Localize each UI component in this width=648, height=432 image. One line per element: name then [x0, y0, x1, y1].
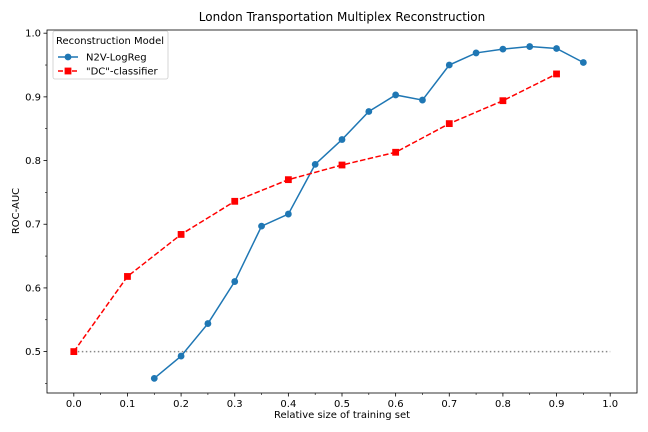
series-point-1	[553, 70, 560, 78]
x-tick-label: 0.7	[441, 399, 457, 410]
legend-title: Reconstruction Model	[56, 36, 164, 47]
series-point-0	[365, 108, 373, 115]
series-line-1	[73, 73, 557, 353]
x-tick-label: 0.4	[280, 399, 296, 410]
y-tick-label: 1.0	[25, 29, 41, 40]
x-tick-label: 0.6	[388, 399, 404, 410]
y-axis-label: ROC-AUC	[11, 188, 22, 234]
y-tick-label: 0.5	[25, 347, 41, 358]
x-tick-label: 0.2	[173, 399, 189, 410]
x-tick-label: 0.3	[227, 399, 243, 410]
y-tick-label: 0.6	[25, 283, 41, 294]
series-point-0	[553, 45, 560, 52]
series-point-0	[258, 222, 265, 230]
axes-frame	[46, 29, 638, 394]
plot-area: 0.0 0.1 0.2 0.3 0.4 0.5 0.6 0.7 0.8 0.9 1.0 0.5 0.6 0…	[25, 29, 638, 410]
y-tick-label: 0.7	[25, 220, 41, 231]
series-point-0	[150, 374, 158, 382]
series-point-0	[579, 59, 587, 66]
y-tick-label: 0.8	[25, 156, 41, 167]
series-point-0	[419, 96, 426, 104]
series-point-1	[284, 176, 292, 184]
series-point-0	[445, 61, 453, 69]
x-tick-label: 0.8	[495, 399, 511, 410]
legend-marker-1	[64, 67, 72, 75]
x-tick-label: 1.0	[602, 399, 618, 410]
x-tick-label: 0.0	[66, 399, 82, 410]
legend-label-1: "DC"-classifier	[86, 67, 159, 78]
series-point-0	[231, 278, 239, 285]
legend-label-0: N2V-LogReg	[86, 53, 147, 64]
series-point-1	[231, 197, 239, 205]
x-axis-label: Relative size of training set	[274, 410, 410, 421]
legend-box	[52, 30, 169, 80]
series-point-0	[526, 43, 534, 50]
x-tick-label: 0.1	[120, 399, 136, 410]
legend: Reconstruction Model N2V-LogReg "DC"-class…	[52, 30, 169, 80]
series-point-0	[338, 136, 346, 143]
series-point-1	[499, 97, 507, 105]
series-point-1	[70, 348, 78, 356]
series-point-1	[177, 231, 185, 238]
series-point-1	[445, 120, 453, 128]
series-point-1	[392, 148, 400, 156]
x-tick-label: 0.9	[549, 399, 565, 410]
y-tick-label: 0.9	[25, 92, 41, 103]
legend-marker-0	[64, 53, 72, 61]
series-point-0	[392, 91, 400, 99]
series-point-0	[204, 320, 212, 327]
series-point-0	[499, 45, 507, 53]
series-point-0	[472, 49, 480, 57]
x-tick-label: 0.5	[334, 399, 350, 410]
series-point-0	[311, 160, 319, 168]
chart-title: London Transportation Multiplex Reconstr…	[199, 10, 485, 24]
series-point-1	[338, 161, 346, 169]
series-point-1	[124, 273, 131, 280]
series-point-0	[177, 352, 185, 360]
series-line-0	[153, 45, 584, 379]
series-point-0	[284, 210, 292, 218]
